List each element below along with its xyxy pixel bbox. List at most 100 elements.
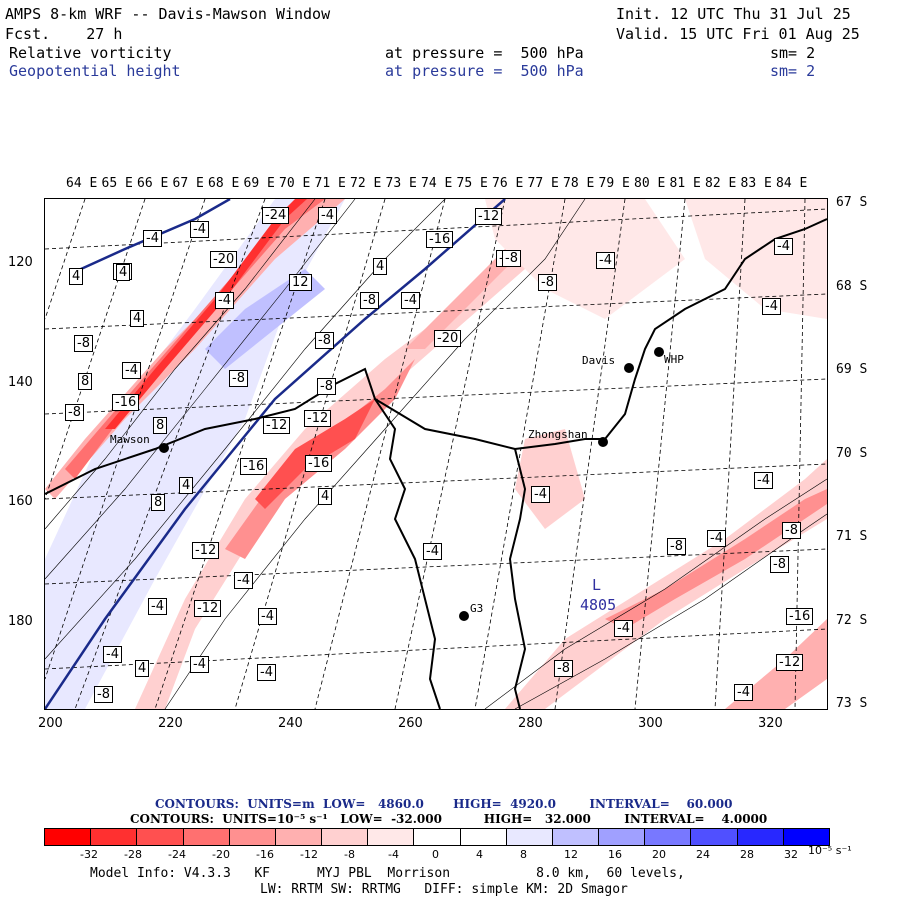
lat-label: 70 S: [836, 445, 868, 461]
lat-label: 71 S: [836, 529, 868, 544]
lon-label: 76 E: [492, 176, 524, 191]
contour-label: -8: [317, 378, 336, 395]
contour-label: -4: [190, 656, 209, 673]
map-panel: [44, 198, 828, 710]
lat-label: 73 S: [836, 696, 868, 711]
contour-label: -4: [774, 238, 793, 255]
model-info-line2: LW: RRTM SW: RRTMG DIFF: simple KM: 2D S…: [260, 882, 628, 897]
contour-label: -20: [434, 330, 462, 347]
contour-label: -16: [786, 608, 814, 625]
colorbar-swatch: [275, 829, 323, 845]
contour-label: 12: [289, 274, 312, 291]
colorbar-swatch: [645, 829, 692, 845]
lon-label: 78 E: [563, 176, 595, 191]
colorbar-swatch: [368, 829, 415, 845]
contour-label: -4: [762, 298, 781, 315]
colorbar-label: 32: [784, 848, 798, 861]
colorbar-label: -4: [388, 848, 399, 861]
lon-label: 71 E: [314, 176, 346, 191]
contour-label: 4: [318, 488, 333, 505]
grid-x-label: 220: [158, 716, 183, 731]
colorbar-label: -12: [300, 848, 318, 861]
lat-label: 67 S: [836, 195, 868, 210]
contour-label: -16: [305, 455, 333, 472]
low-marker: L: [592, 576, 602, 594]
contour-label: -12: [194, 600, 222, 617]
vorticity-field: [45, 199, 827, 709]
contour-label: -4: [215, 292, 234, 309]
contour-label: -4: [318, 207, 337, 224]
contour-label: -4: [614, 620, 633, 637]
lon-label: 79 E: [598, 176, 630, 191]
vorticity-contour-info: CONTOURS: UNITS=10⁻⁵ s⁻¹ LOW= -32.000 HI…: [130, 812, 768, 826]
lon-label: 77 E: [527, 176, 559, 191]
contour-label: -8: [770, 556, 789, 573]
contour-label: -8: [94, 686, 113, 703]
grid-x-label: 240: [278, 716, 303, 731]
contour-label: -16: [426, 231, 454, 248]
colorbar-label: 20: [652, 848, 666, 861]
contour-label: -8: [502, 250, 521, 267]
grid-y-label: 180: [8, 613, 33, 629]
contour-label: 4: [135, 660, 150, 677]
grid-x-label: 260: [398, 716, 423, 731]
contour-label: -4: [734, 684, 753, 701]
colorbar-swatch: [45, 829, 92, 845]
station-davis: Davis: [582, 354, 616, 367]
colorbar: [44, 828, 830, 846]
station-mawson: Mawson: [110, 433, 150, 446]
colorbar-label: -8: [344, 848, 355, 861]
contour-label: -4: [754, 472, 773, 489]
contour-label: -4: [257, 664, 276, 681]
contour-label: -8: [65, 404, 84, 421]
colorbar-label: -28: [124, 848, 142, 861]
colorbar-swatch: [783, 829, 829, 845]
colorbar-label: 12: [564, 848, 578, 861]
contour-label: -8: [229, 370, 248, 387]
map-title: AMPS 8-km WRF -- Davis-Mawson Window: [5, 5, 331, 23]
colorbar-swatch: [460, 829, 507, 845]
lon-label: 65 E: [101, 176, 133, 191]
contour-label: 8: [151, 494, 166, 511]
field1-level: at pressure = 500 hPa: [385, 44, 584, 62]
colorbar-label: 16: [608, 848, 622, 861]
contour-label: -8: [782, 522, 801, 539]
colorbar-swatch: [183, 829, 230, 845]
lon-label: 70 E: [279, 176, 311, 191]
model-info-line1: Model Info: V4.3.3 KF MYJ PBL Morrison 8…: [90, 866, 685, 881]
contour-label: -4: [707, 530, 726, 547]
contour-label: -16: [240, 458, 268, 475]
contour-label: -12: [776, 654, 804, 671]
colorbar-swatch: [229, 829, 276, 845]
colorbar-label: 8: [520, 848, 527, 861]
grid-x-label: 320: [758, 716, 783, 731]
colorbar-swatch: [322, 829, 369, 845]
contour-label: -24: [262, 207, 290, 224]
lon-label: 81 E: [669, 176, 701, 191]
lon-label: 72 E: [350, 176, 382, 191]
colorbar-swatch: [599, 829, 646, 845]
colorbar-label: -16: [256, 848, 274, 861]
colorbar-label: 28: [740, 848, 754, 861]
contour-label: -20: [210, 251, 238, 268]
grid-y-label: 140: [8, 374, 33, 390]
forecast-hour: Fcst. 27 h: [5, 25, 123, 43]
contour-label: -4: [401, 292, 420, 309]
low-value: 4805: [580, 596, 617, 614]
contour-label: 4: [373, 258, 388, 275]
colorbar-swatch: [691, 829, 738, 845]
contour-label: -12: [304, 410, 332, 427]
lon-label: 68 E: [208, 176, 240, 191]
contour-label: -4: [596, 252, 615, 269]
grid-x-label: 200: [38, 716, 63, 731]
field2-smoothing: sm= 2: [770, 62, 816, 80]
contour-label: -4: [143, 230, 162, 247]
colorbar-label: -24: [168, 848, 186, 861]
station-g3: G3: [470, 602, 484, 615]
colorbar-label: -20: [212, 848, 230, 861]
contour-label: -16: [112, 394, 140, 411]
lon-label: 67 E: [172, 176, 204, 191]
contour-label: -8: [360, 292, 379, 309]
colorbar-swatch: [737, 829, 784, 845]
lon-label: 84 E: [776, 176, 808, 191]
